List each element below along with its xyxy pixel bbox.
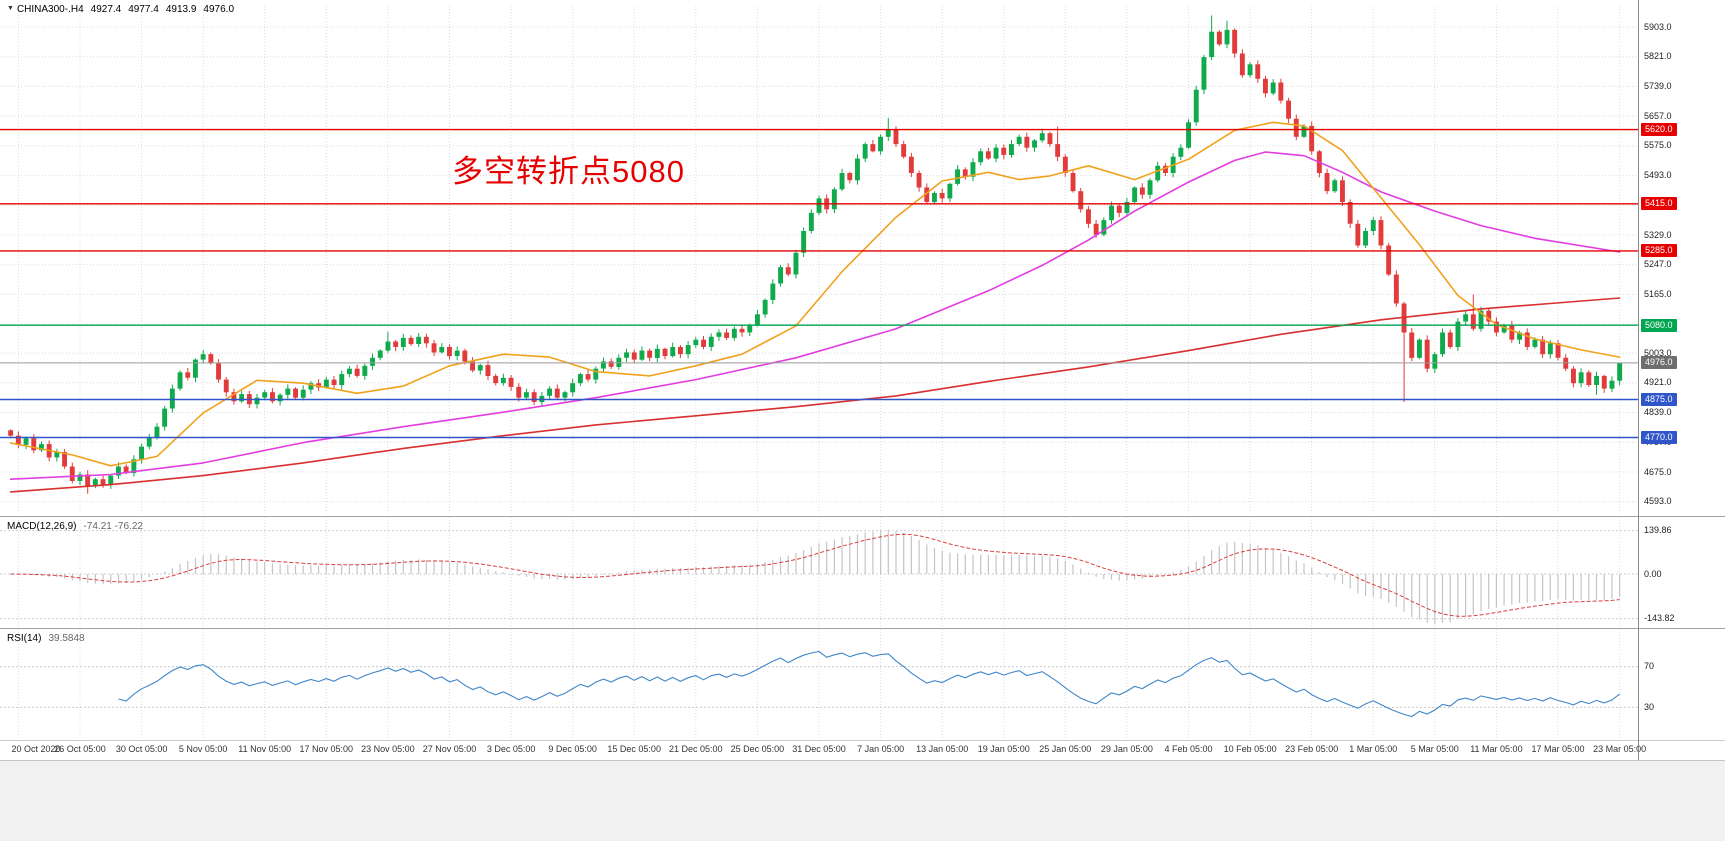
time-axis-label: 26 Oct 05:00 [54, 744, 106, 754]
annotation-label[interactable]: 多空转折点5080 [452, 154, 685, 189]
time-axis-label: 5 Mar 05:00 [1410, 744, 1459, 754]
rsi-axis-tick: 70 [1644, 661, 1655, 672]
time-axis-label: 17 Nov 05:00 [299, 744, 354, 754]
panel-divider[interactable] [0, 516, 1725, 517]
horizontal-levels[interactable] [0, 128, 1638, 439]
time-axis-label: 3 Dec 05:00 [486, 744, 536, 754]
price-axis-tick: 5575.0 [1644, 140, 1672, 151]
ohlc-high: 4977.4 [128, 4, 159, 15]
price-axis-tick: 5493.0 [1644, 170, 1672, 181]
price-level-chip: 5080.0 [1641, 318, 1677, 332]
ma-fast-orange [9, 121, 1621, 467]
macd-params: MACD(12,26,9) [7, 521, 77, 532]
time-axis-label: 25 Jan 05:00 [1039, 744, 1092, 754]
price-axis-tick: 4675.0 [1644, 466, 1672, 477]
macd-axis-tick: 0.00 [1644, 568, 1662, 579]
time-axis-label: 19 Jan 05:00 [977, 744, 1030, 754]
macd-axis-tick: 139.86 [1644, 525, 1672, 536]
symbol-dropdown-icon[interactable]: ▼ [7, 5, 14, 12]
rsi-panel-canvas[interactable] [0, 629, 1638, 740]
rsi-value: 39.5848 [48, 633, 85, 644]
macd-axis-tick: -143.82 [1644, 613, 1675, 624]
price-axis-tick: 5003.0 [1644, 347, 1672, 358]
time-axis-label: 21 Dec 05:00 [669, 744, 723, 754]
ohlc-open: 4927.4 [90, 4, 122, 15]
time-axis[interactable]: 20 Oct 2020 26 Oct 05:00 30 Oct 05:00 5 Nov… [0, 742, 1700, 759]
price-level-chip: 4976.0 [1641, 356, 1677, 370]
time-axis-label: 5 Nov 05:00 [178, 744, 228, 754]
price-axis-tick: 5247.0 [1644, 259, 1672, 270]
price-axis-tick: 4921.0 [1644, 377, 1672, 388]
price-axis[interactable]: 5903.05821.05739.05657.05575.05493.05411… [1639, 0, 1725, 516]
rsi-line [118, 650, 1620, 718]
grid [0, 6, 1638, 512]
time-axis-label: 15 Dec 05:00 [607, 744, 661, 754]
price-level-chip: 5620.0 [1641, 123, 1677, 137]
price-level-chip: 5415.0 [1641, 197, 1677, 211]
price-axis-tick: 5657.0 [1644, 110, 1672, 121]
time-axis-label: 23 Feb 05:00 [1285, 744, 1339, 754]
time-axis-label: 29 Jan 05:00 [1100, 744, 1153, 754]
time-axis-label: 23 Mar 05:00 [1593, 744, 1647, 754]
macd-histogram [10, 530, 1621, 624]
time-axis-label: 11 Mar 05:00 [1470, 744, 1523, 754]
price-axis-tick: 4593.0 [1644, 496, 1672, 507]
price-level-chip: 4770.0 [1641, 431, 1677, 444]
macd-label: MACD(12,26,9) -74.21 -76.22 [7, 521, 143, 532]
rsi-axis-tick: 30 [1644, 701, 1655, 712]
time-axis-label: 10 Feb 05:00 [1223, 744, 1277, 754]
rsi-label: RSI(14) 39.5848 [7, 633, 85, 644]
ohlc-low: 4913.9 [165, 4, 197, 15]
time-axis-label: 9 Dec 05:00 [548, 744, 597, 754]
price-axis-tick: 5903.0 [1644, 21, 1672, 32]
timeline-divider [0, 740, 1725, 741]
macd-panel-canvas[interactable] [0, 517, 1638, 628]
macd-axis[interactable]: 139.86 0.00 -143.82 [1639, 517, 1725, 628]
symbol-info: ▼ CHINA300-.H4 4927.4 4977.4 4913.9 4976.0 [7, 4, 234, 15]
price-axis-tick: 5165.0 [1644, 288, 1672, 299]
time-axis-label: 11 Nov 05:00 [238, 744, 292, 754]
time-axis-label: 1 Mar 05:00 [1349, 744, 1398, 754]
rsi-params: RSI(14) [7, 633, 42, 644]
price-level-chip: 5285.0 [1641, 244, 1677, 258]
time-axis-label: 23 Nov 05:00 [361, 744, 415, 754]
time-axis-label: 25 Dec 05:00 [730, 744, 785, 754]
time-axis-label: 17 Mar 05:00 [1531, 744, 1585, 754]
axis-separator [1638, 0, 1639, 760]
time-axis-label: 7 Jan 05:00 [857, 744, 905, 754]
price-chart-canvas[interactable] [0, 0, 1638, 516]
price-axis-tick: 5821.0 [1644, 51, 1672, 62]
price-axis-tick: 4839.0 [1644, 407, 1672, 417]
footer-area [0, 760, 1725, 841]
price-axis-tick: 5329.0 [1644, 229, 1672, 240]
ma-mid-magenta [9, 151, 1621, 481]
time-axis-label: 31 Dec 05:00 [792, 744, 846, 754]
time-axis-label: 30 Oct 05:00 [115, 744, 168, 754]
time-axis-label: 13 Jan 05:00 [916, 744, 969, 754]
price-level-chip: 4875.0 [1641, 393, 1677, 406]
macd-values: -74.21 -76.22 [83, 521, 143, 532]
rsi-grid [0, 629, 1638, 740]
price-axis-tick: 5739.0 [1644, 80, 1672, 91]
ohlc-close: 4976.0 [203, 4, 235, 15]
time-axis-label: 4 Feb 05:00 [1164, 744, 1213, 754]
time-axis-label: 27 Nov 05:00 [422, 744, 477, 754]
macd-signal-line [10, 533, 1620, 617]
symbol-name: CHINA300-.H4 [16, 4, 84, 15]
candles [8, 15, 1623, 494]
panel-divider[interactable] [0, 628, 1725, 629]
ma-slow-red [9, 297, 1621, 493]
time-axis-label: 20 Oct 2020 [11, 744, 61, 754]
rsi-axis[interactable]: 70 30 [1639, 629, 1725, 740]
